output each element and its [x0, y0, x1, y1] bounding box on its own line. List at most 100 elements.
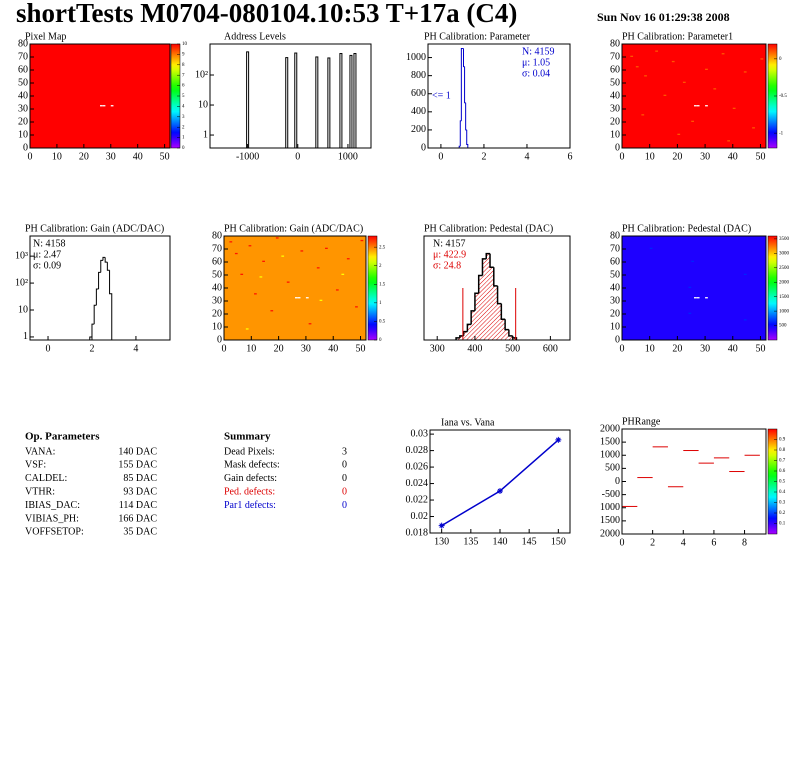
z-tick-label: 0.1 — [779, 522, 786, 527]
panel-title: Address Levels — [224, 31, 286, 42]
frame — [423, 235, 571, 341]
heatmap-cell — [641, 114, 645, 116]
op-title: Op. Parameters — [25, 431, 100, 443]
spike — [339, 53, 343, 149]
heatmap-cell — [743, 319, 747, 321]
y-tick-label: 40 — [18, 90, 28, 101]
bin — [106, 262, 110, 271]
bin — [462, 330, 468, 336]
x-tick-label: 500 — [505, 343, 520, 354]
bin — [93, 304, 97, 325]
z-tick-label: 0.4 — [779, 490, 786, 495]
y-tick-label: 20 — [212, 308, 222, 319]
x-tick-label: 0 — [620, 151, 625, 162]
spike — [327, 57, 331, 149]
heatmap-cell — [691, 260, 694, 262]
heatmap-cell — [259, 276, 263, 278]
y-tick-label: 1500 — [600, 436, 620, 447]
x-tick-label: 4 — [133, 343, 138, 354]
x-tick-label: 6 — [568, 151, 573, 162]
x-tick-label: 8 — [742, 537, 747, 548]
bin-fill — [508, 335, 513, 340]
panel-title: PH Calibration: Pedestal (DAC) — [424, 223, 553, 234]
bin — [455, 337, 460, 340]
bin-fill — [456, 337, 460, 340]
z-tick-label: 3 — [182, 115, 185, 120]
heatmap-cell — [319, 299, 323, 301]
page-title: shortTests M0704-080104.10:53 T+17a (C4) — [16, 0, 517, 28]
heatmap-cell — [286, 281, 290, 283]
y-tick-label: 10 — [18, 304, 28, 315]
z-tick-label: 0.3 — [779, 501, 786, 506]
bin — [466, 129, 469, 148]
plot — [30, 44, 170, 148]
heatmap-cell — [325, 247, 328, 249]
plot — [622, 236, 766, 340]
y-tick-label: 1000 — [600, 502, 620, 513]
plot — [458, 48, 469, 148]
y-tick-label: 10 — [610, 321, 620, 332]
summary-value: 0 — [342, 473, 347, 484]
frame — [621, 428, 767, 535]
y-tick-label: 500 — [605, 463, 620, 474]
x-tick-label: 4 — [524, 151, 529, 162]
bin — [463, 48, 465, 68]
x-tick-label: 0 — [222, 343, 227, 354]
y-tick-label: 80 — [610, 230, 620, 241]
spike — [294, 52, 298, 149]
bin — [508, 329, 513, 337]
y-tick-label: 0.022 — [406, 494, 429, 505]
bin — [500, 303, 506, 320]
heatmap-cell — [677, 133, 681, 135]
op-label: VIBIAS_PH: — [25, 513, 79, 524]
heatmap-cell — [713, 88, 717, 90]
y-tick-label: 70 — [212, 243, 222, 254]
x-tick-label: 0 — [620, 343, 625, 354]
y-tick-label: 40 — [610, 90, 620, 101]
z-tick-label: 1000 — [779, 309, 790, 314]
heatmap-cell — [635, 66, 639, 68]
y-tick-label: 0 — [217, 334, 222, 345]
y-tick-label: 60 — [610, 256, 620, 267]
panel-title: PH Calibration: Pedestal (DAC) — [622, 223, 751, 234]
x-tick-label: 50 — [356, 343, 366, 354]
bin — [466, 323, 472, 332]
op-value: 155 DAC — [118, 460, 157, 471]
x-tick-label: 40 — [328, 343, 338, 354]
z-tick-label: 2000 — [779, 280, 790, 285]
y-tick-label: 60 — [18, 64, 28, 75]
x-tick-label: 30 — [301, 343, 311, 354]
z-tick-label: 5 — [182, 94, 185, 99]
x-tick-label: 10 — [645, 343, 655, 354]
heatmap-cell — [346, 258, 350, 260]
z-tick-label: 7 — [182, 73, 185, 78]
heatmap-cell — [696, 105, 700, 107]
op-value: 93 DAC — [123, 486, 157, 497]
y-tick-label: 10 — [18, 129, 28, 140]
bin — [496, 285, 502, 305]
heatmap-cell — [110, 105, 114, 107]
heatmap-cell — [649, 247, 653, 249]
x-tick-label: 10 — [645, 151, 655, 162]
spike — [353, 53, 357, 149]
x-tick-label: 0 — [295, 151, 300, 162]
z-tick-label: 2 — [182, 125, 185, 130]
op-label: IBIAS_DAC: — [25, 500, 80, 511]
spike — [246, 51, 250, 149]
panel-title: PHRange — [622, 416, 661, 427]
bin — [104, 257, 108, 263]
heatmap-cell — [732, 107, 736, 109]
y-tick-label: 1 — [203, 129, 208, 140]
heatmap-cell — [655, 50, 658, 52]
heatmap-cell — [691, 120, 694, 122]
x-tick-label: 0 — [46, 343, 51, 354]
heatmap-cell — [281, 255, 285, 257]
bin — [464, 66, 466, 104]
y-tick-label: 50 — [18, 77, 28, 88]
y-tick-label: 10 — [610, 129, 620, 140]
summary-title: Summary — [224, 431, 271, 443]
summary-label: Par1 defects: — [224, 500, 276, 511]
z-tick-label: 0.5 — [379, 320, 386, 325]
op-label: VSF: — [25, 460, 46, 471]
bin-fill — [482, 258, 487, 340]
